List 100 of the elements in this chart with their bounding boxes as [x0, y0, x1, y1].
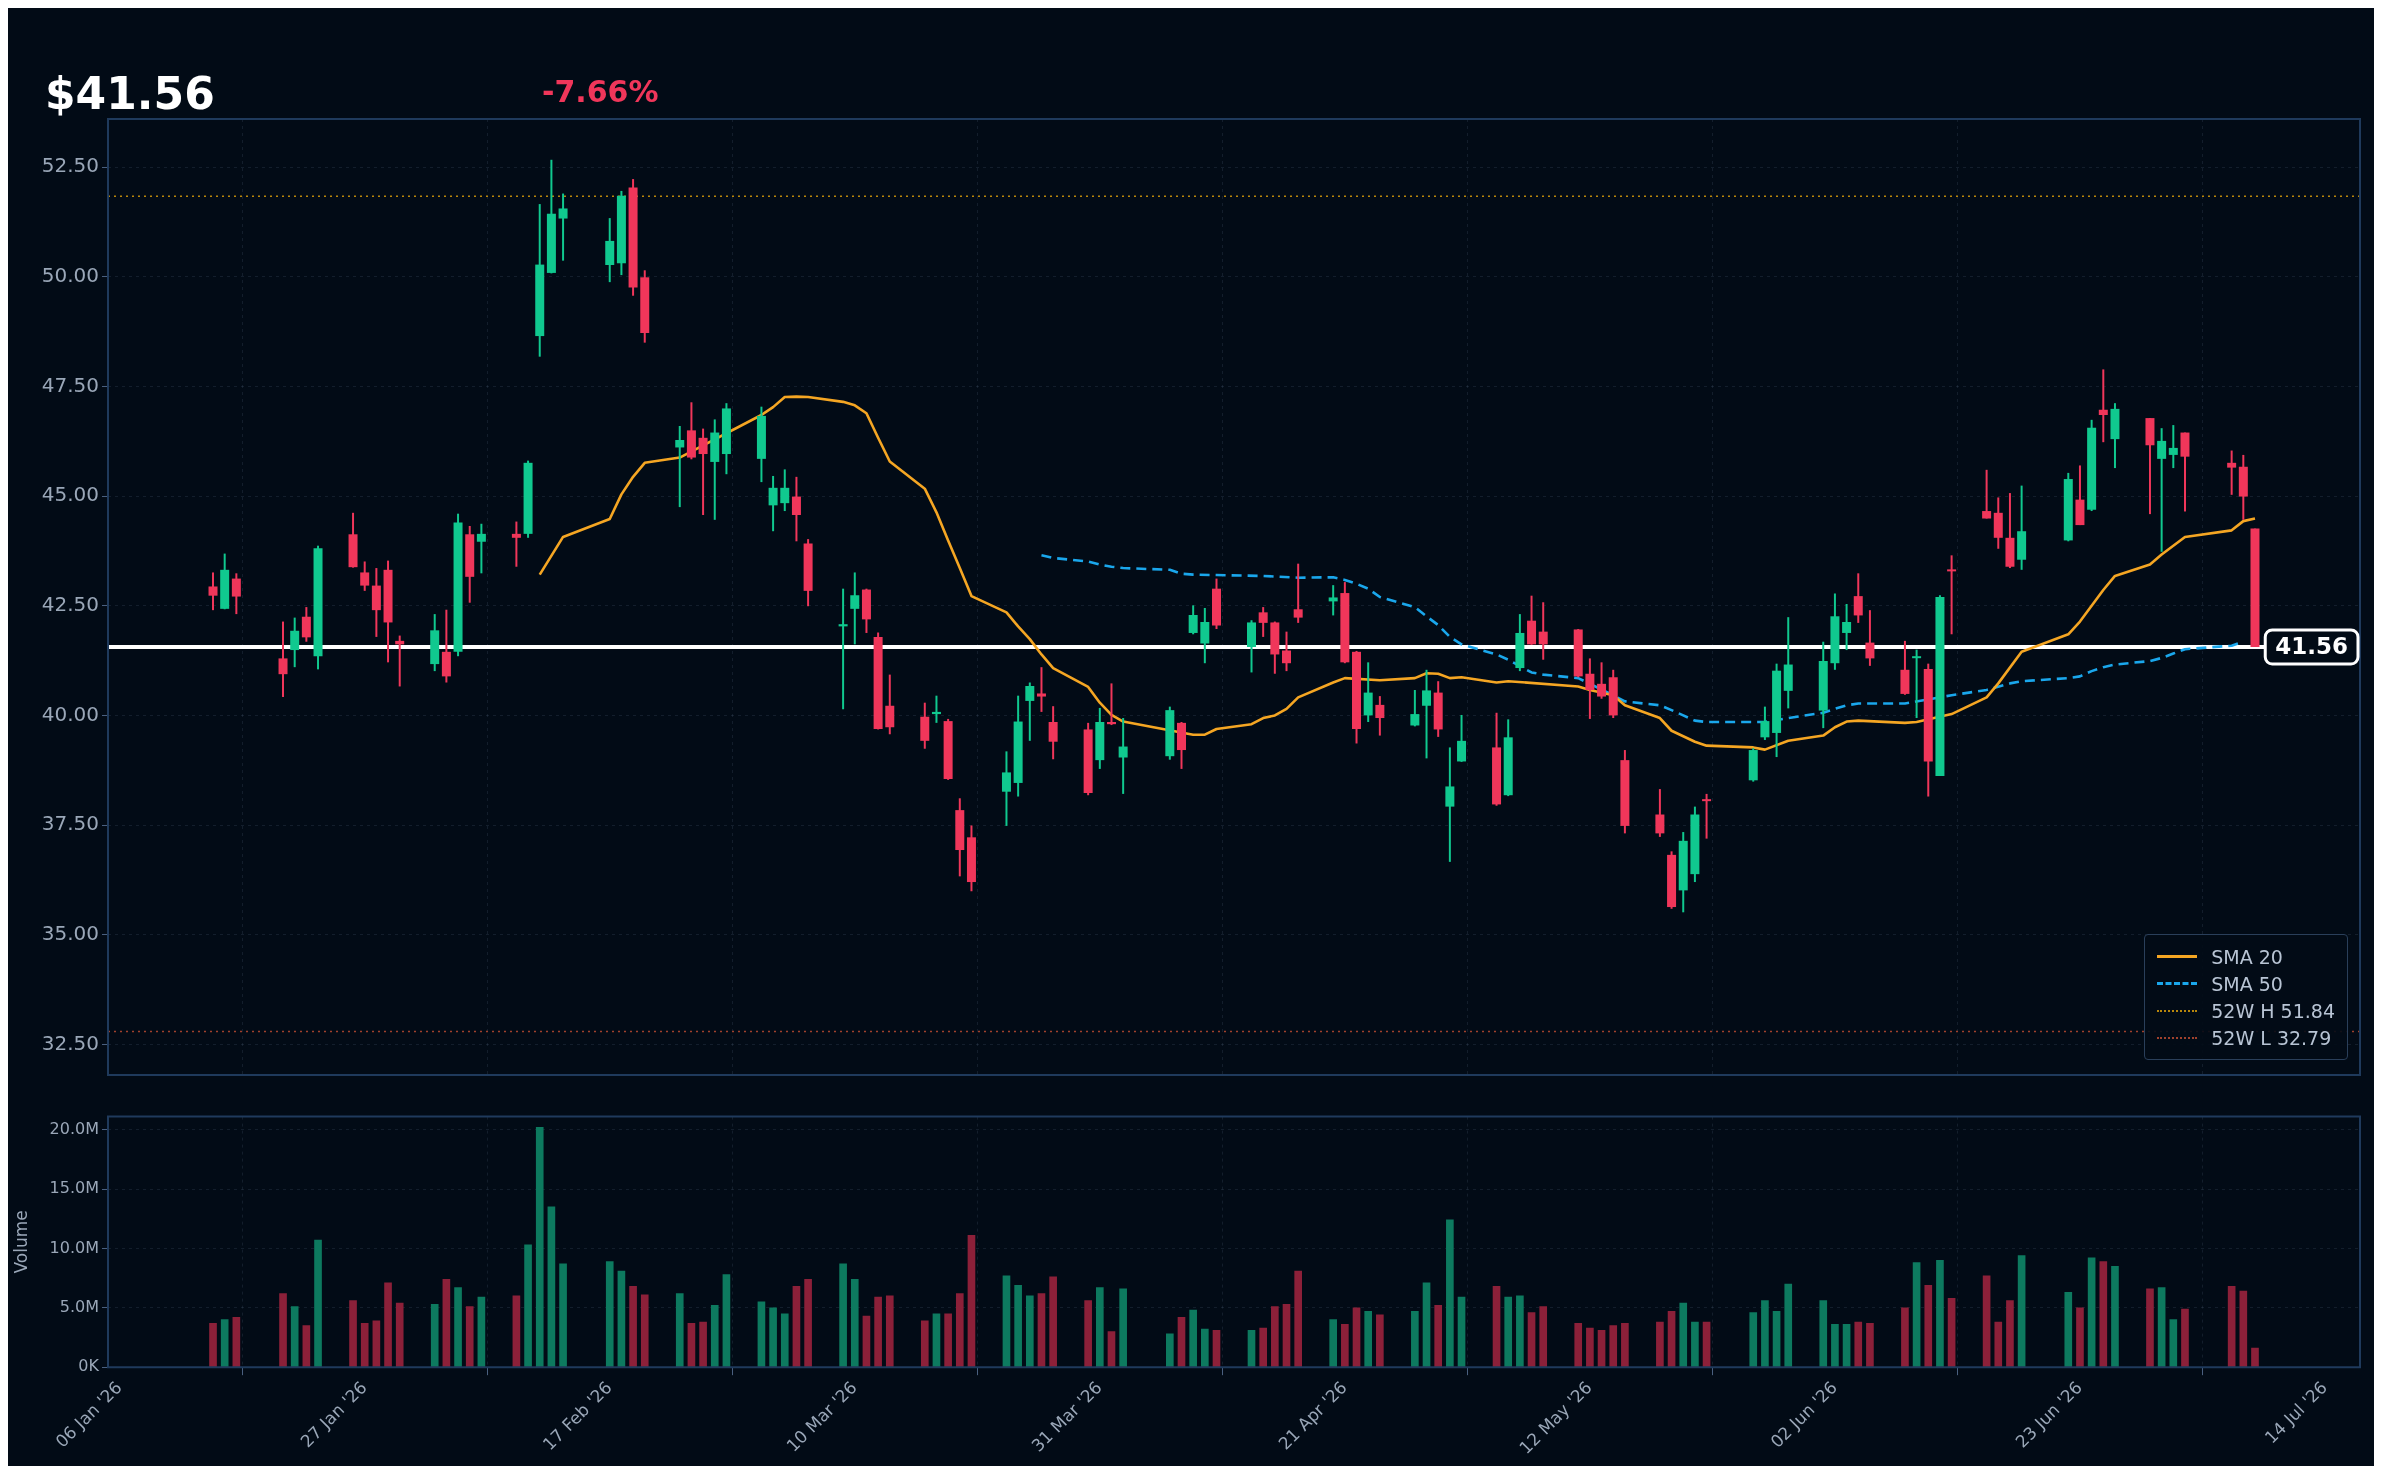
candlestick: [1457, 713, 1467, 763]
bar: [1411, 1311, 1419, 1368]
candlestick: [301, 606, 311, 643]
candlestick: [511, 520, 521, 568]
candlestick: [1036, 666, 1046, 713]
x-tick-label: 14 Jul '26: [2260, 1377, 2331, 1448]
bar: [1364, 1311, 1373, 1368]
candlestick: [2227, 449, 2237, 496]
candlestick: [1655, 788, 1665, 838]
bar: [1119, 1288, 1127, 1368]
bar: [2111, 1265, 2119, 1368]
y-tick-label: 15.0M: [49, 1178, 99, 1198]
bar: [1049, 1276, 1057, 1368]
legend-label: SMA 50: [2211, 972, 2283, 995]
x-tick-label: 21 Apr '26: [1274, 1377, 1351, 1454]
candlestick: [476, 522, 486, 575]
bar: [1177, 1316, 1186, 1368]
bar: [1434, 1305, 1443, 1368]
chart-title: $41.56: [45, 68, 215, 119]
candlestick: [768, 474, 778, 533]
bar: [1516, 1295, 1524, 1368]
bar: [1656, 1321, 1664, 1368]
ref-line-label: 52W L 32.79: [2211, 1026, 2332, 1049]
candlestick: [1527, 594, 1537, 646]
bar: [1201, 1328, 1209, 1368]
candlestick: [850, 571, 860, 646]
bar: [477, 1296, 486, 1368]
bar: [384, 1282, 392, 1368]
bar: [1165, 1333, 1174, 1368]
bar: [1679, 1302, 1688, 1368]
y-tick-label: 52.50: [41, 153, 99, 178]
x-tick-label: 17 Feb '26: [538, 1377, 616, 1455]
candlestick: [1118, 717, 1128, 795]
bar: [2157, 1287, 2166, 1368]
bar: [1282, 1303, 1291, 1368]
candlestick: [698, 427, 708, 516]
candlestick: [838, 587, 848, 711]
candlestick: [1853, 572, 1863, 624]
bar: [699, 1321, 707, 1368]
legend-label: 52W H 51.84: [2211, 999, 2335, 1022]
bar: [1912, 1262, 1921, 1368]
candlestick: [558, 192, 568, 262]
bar: [1691, 1321, 1699, 1368]
candlestick: [290, 616, 300, 669]
bar: [1084, 1300, 1092, 1368]
legend-label: SMA 20: [2211, 945, 2283, 968]
x-tick-label: 02 Jun '26: [1766, 1377, 1841, 1452]
candlestick: [1597, 661, 1607, 700]
y-tick-label: 37.50: [41, 811, 99, 836]
candlestick: [1363, 661, 1373, 723]
ref-line-label: 41.56: [2275, 632, 2349, 659]
bar: [617, 1270, 626, 1368]
bar: [722, 1274, 731, 1368]
bar: [792, 1286, 801, 1368]
bar: [1539, 1306, 1548, 1368]
bar: [1504, 1296, 1513, 1368]
bar: [839, 1263, 847, 1368]
candlestick: [1842, 603, 1852, 652]
bar: [1784, 1283, 1793, 1368]
candlestick: [1200, 606, 1210, 665]
bar: [559, 1263, 567, 1368]
bar: [512, 1295, 521, 1368]
candlestick: [278, 620, 288, 698]
bar: [524, 1244, 532, 1368]
bar: [454, 1287, 462, 1368]
candlestick: [1445, 746, 1455, 863]
candlestick: [1375, 695, 1385, 737]
bar: [1527, 1312, 1536, 1368]
candlestick: [1328, 584, 1338, 617]
candlestick: [360, 560, 370, 592]
x-tick-label: 23 Jun '26: [2011, 1377, 2086, 1452]
bar: [1095, 1287, 1104, 1368]
bar: [314, 1239, 322, 1368]
bar: [1492, 1286, 1501, 1368]
candlestick: [1422, 668, 1432, 760]
candlestick: [231, 572, 241, 616]
candlestick: [1048, 705, 1058, 761]
candlestick: [1188, 604, 1198, 636]
bar: [430, 1303, 439, 1368]
bar: [1271, 1306, 1279, 1368]
bar: [932, 1313, 941, 1368]
bar: [1422, 1282, 1431, 1368]
bar: [1831, 1324, 1839, 1368]
bar: [2076, 1307, 2084, 1368]
bar: [442, 1278, 451, 1368]
bar: [1259, 1327, 1267, 1368]
candlestick: [1293, 562, 1303, 624]
bar: [1749, 1312, 1758, 1368]
bar: [1982, 1275, 1991, 1368]
bar: [874, 1296, 882, 1368]
candlestick: [1106, 682, 1116, 727]
bar: [850, 1278, 859, 1368]
bar: [1189, 1309, 1197, 1368]
bar: [1376, 1314, 1384, 1368]
y-tick-label: 50.00: [41, 263, 99, 288]
candlestick: [1702, 792, 1712, 840]
bar: [1002, 1275, 1011, 1368]
bar: [1457, 1296, 1466, 1368]
candlestick: [675, 424, 685, 509]
candlestick: [931, 694, 941, 724]
